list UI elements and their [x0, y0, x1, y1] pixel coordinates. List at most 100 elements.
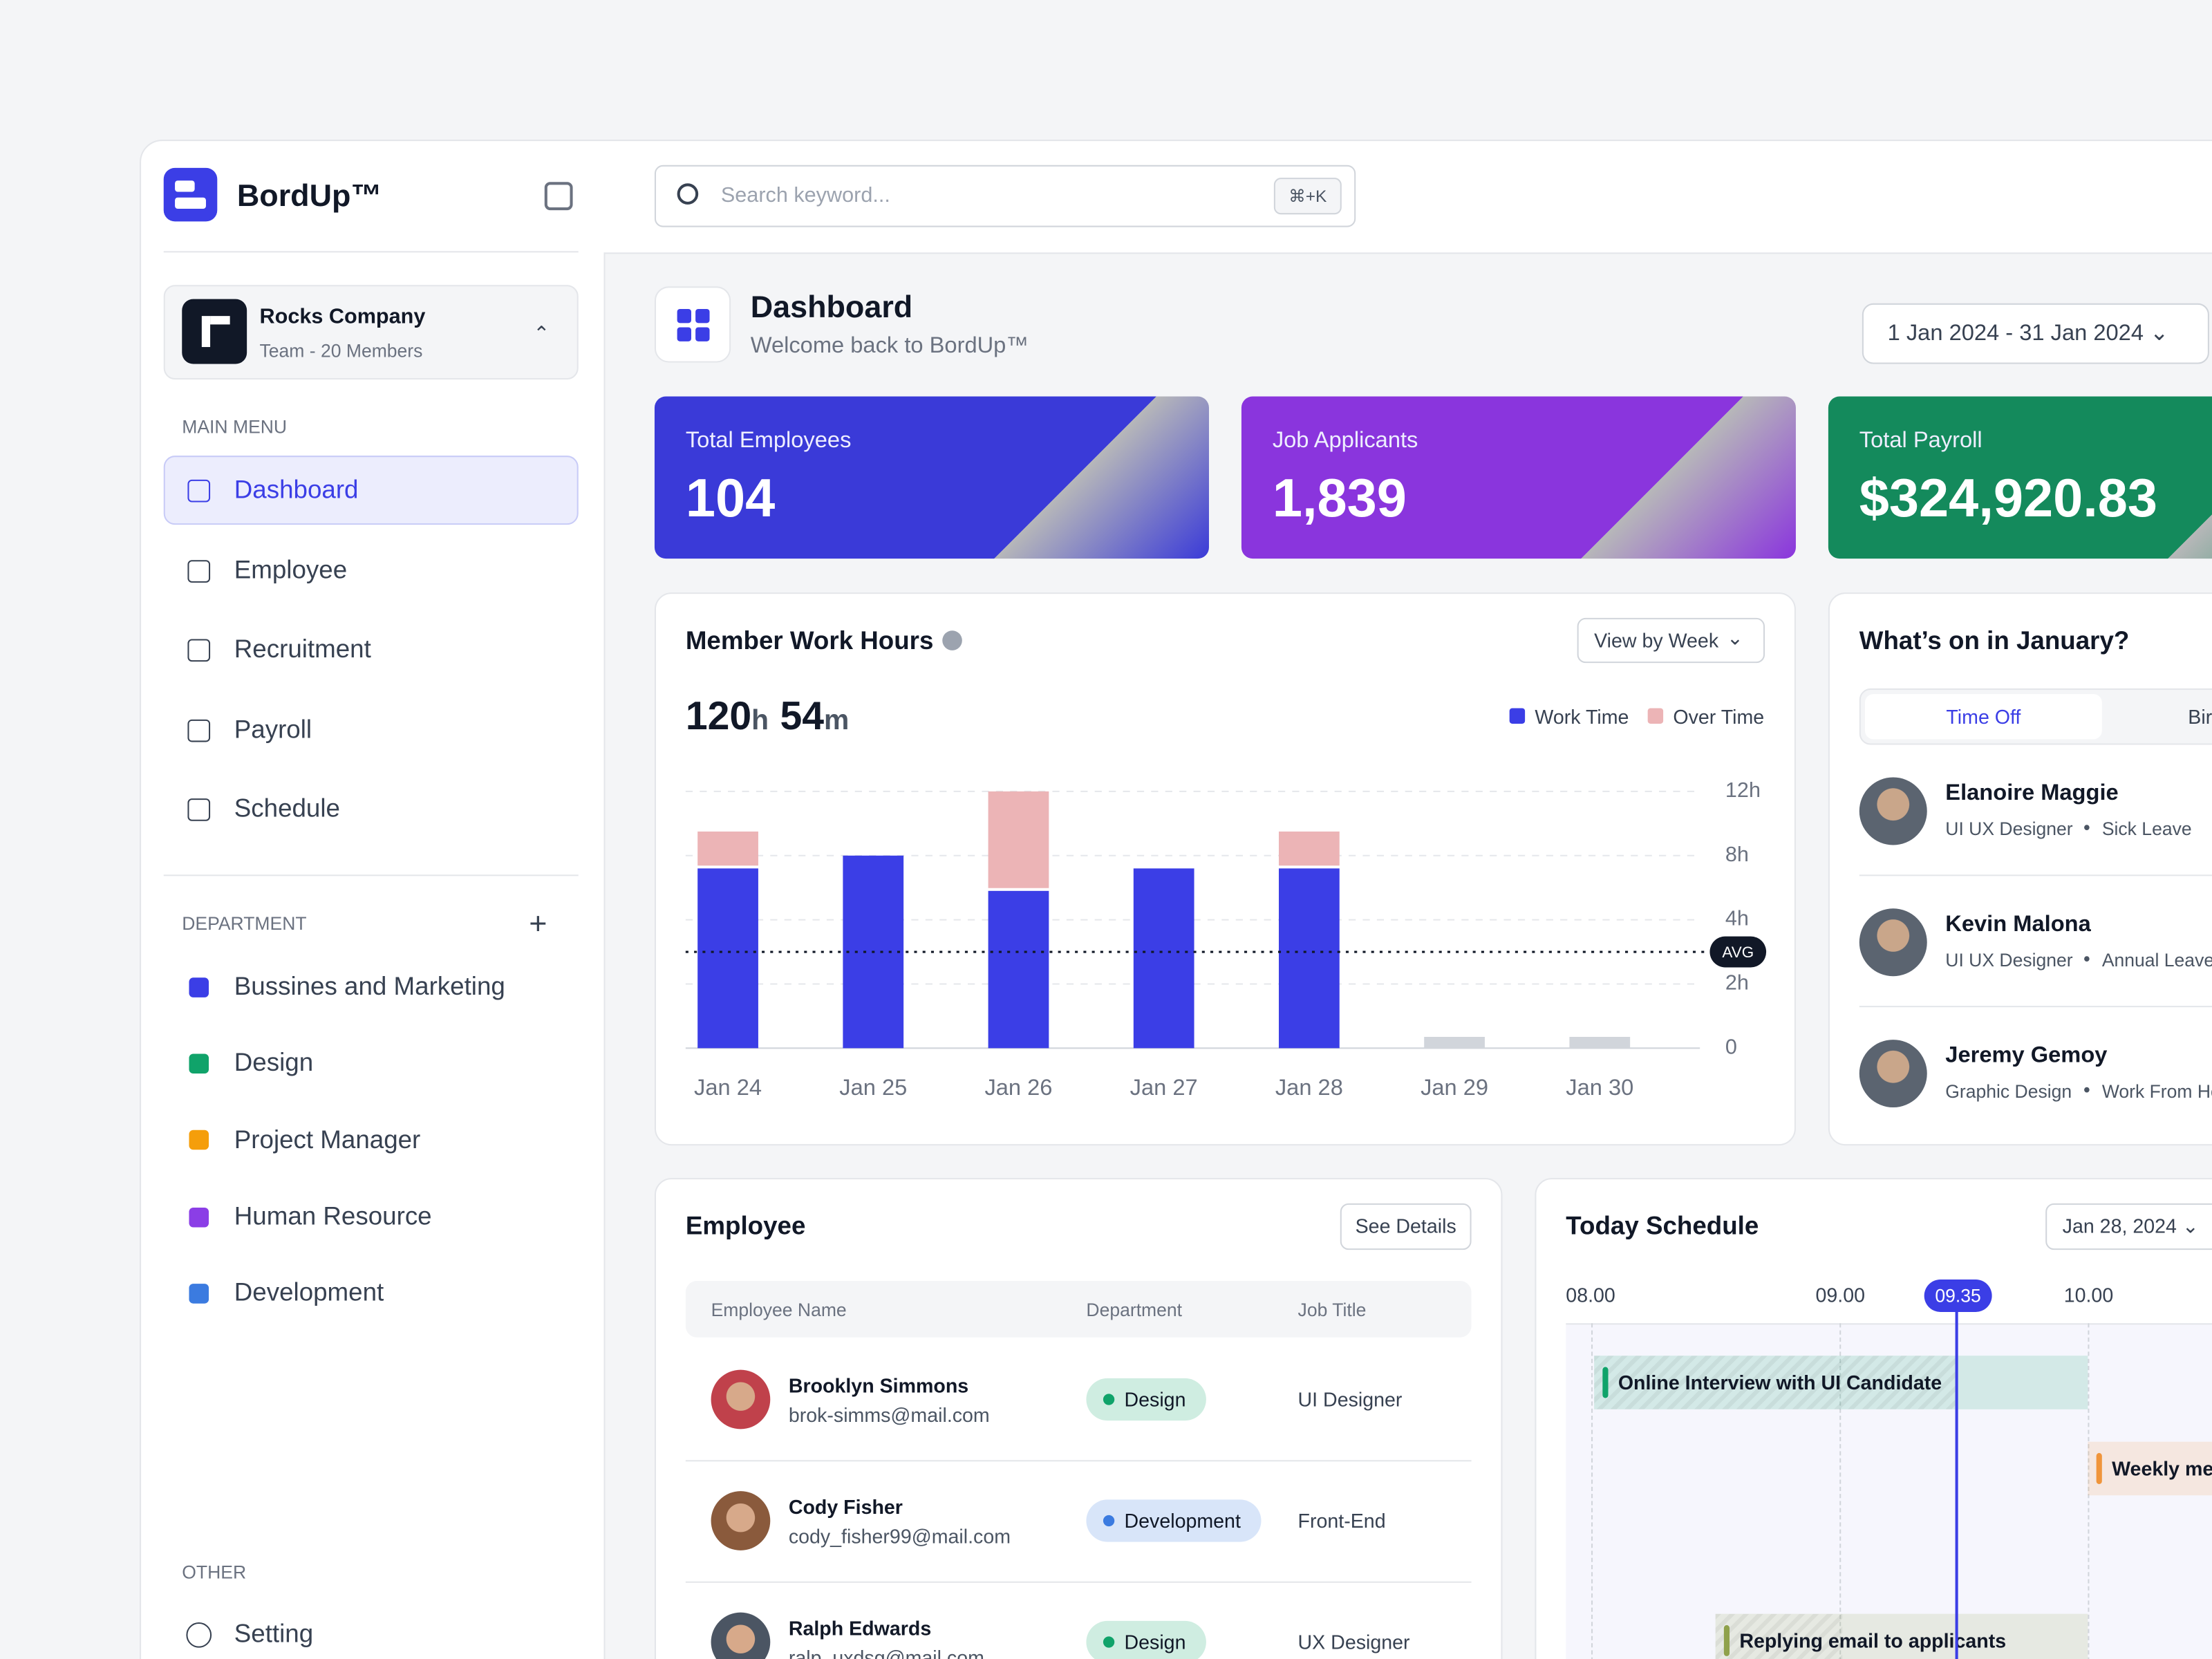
department-dot [189, 1283, 209, 1304]
collapse-icon[interactable] [544, 182, 573, 211]
menu-item[interactable]: Payroll [234, 715, 312, 744]
logo-mark [175, 180, 195, 192]
job-title: Front-End [1297, 1508, 1386, 1532]
schedule-item[interactable]: Replying email to applicants [1715, 1613, 2088, 1659]
stat-value: $324,920.83 [1859, 469, 2158, 529]
menu-icon [187, 798, 211, 821]
person-name: Elanoire Maggie [1945, 782, 2119, 807]
total-number: 120 [685, 694, 752, 738]
card-title: Employee [685, 1212, 806, 1241]
empty-bar [1569, 1037, 1631, 1049]
stat-value: 1,839 [1272, 469, 1407, 529]
divider [163, 874, 579, 877]
department-pill: Design [1086, 1378, 1206, 1421]
menu-item[interactable]: Employee [234, 556, 348, 585]
pill-dot [1103, 1394, 1115, 1405]
menu-item[interactable]: Setting [234, 1620, 314, 1649]
events-title: What’s on in January? [1859, 626, 2130, 655]
total-unit: h [751, 705, 769, 737]
date-dropdown[interactable]: Jan 28, 2024 ⌄ [2045, 1203, 2212, 1250]
department-item[interactable]: Bussines and Marketing [234, 972, 505, 1001]
dot: • [2083, 948, 2090, 970]
bar [988, 791, 1049, 888]
legend-swatch [1647, 708, 1664, 724]
page-icon-cell [695, 327, 710, 341]
menu-item[interactable]: Recruitment [234, 635, 371, 664]
page-icon [654, 286, 731, 363]
legend-swatch [1509, 708, 1526, 724]
person-name: Kevin Malona [1945, 913, 2091, 937]
employee-email: cody_fisher99@mail.com [788, 1524, 1011, 1547]
avg-badge [1709, 936, 1767, 968]
avatar [1859, 777, 1927, 845]
chevron: ⌃ [533, 321, 550, 344]
logo-mark [175, 197, 206, 209]
chart-title: Member Work Hours [685, 626, 934, 655]
department-pill: Development [1086, 1499, 1261, 1542]
stat-label: Total Payroll [1859, 429, 1983, 453]
department-item[interactable]: Design [234, 1049, 314, 1077]
now-badge: 09.35 [1924, 1280, 1992, 1312]
divider [1859, 874, 2212, 877]
details-button[interactable]: See Details [1340, 1203, 1472, 1250]
person-role: Graphic Design [1945, 1080, 2072, 1103]
tab[interactable]: Time Off [1946, 705, 2021, 729]
page-icon-cell [695, 308, 710, 324]
row-divider [685, 1460, 1472, 1462]
company-logo-mark [210, 316, 230, 325]
card-title: Today Schedule [1566, 1212, 1759, 1241]
section-label: DEPARTMENT [182, 912, 307, 935]
department-item[interactable]: Development [234, 1277, 384, 1306]
company-logo [182, 299, 247, 364]
menu-icon [187, 639, 211, 662]
time-guide [1591, 1323, 1593, 1659]
section-label: MAIN MENU [182, 416, 288, 438]
schedule-item[interactable]: Online Interview with UI Candidate [1594, 1356, 2088, 1409]
x-tick-label: Jan 29 [1421, 1074, 1488, 1100]
department-item[interactable]: Human Resource [234, 1201, 432, 1230]
time-label: 10.00 [2063, 1283, 2114, 1306]
x-tick-label: Jan 24 [694, 1074, 762, 1100]
section-label: OTHER [182, 1562, 247, 1584]
bar [1279, 868, 1340, 1049]
view-button[interactable]: View by Week [1577, 617, 1765, 664]
bar [988, 890, 1049, 1049]
bar [1133, 868, 1194, 1049]
avatar [1859, 1040, 1927, 1108]
menu-icon [187, 560, 211, 583]
y-tick-label: 4h [1725, 907, 1749, 930]
menu-item[interactable]: Schedule [234, 794, 340, 823]
column-header: Department [1086, 1299, 1183, 1321]
total-number: 54 [780, 694, 825, 738]
dot: • [2083, 817, 2090, 838]
item-title: Weekly meeting [2112, 1457, 2212, 1480]
search-placeholder: Search keyword... [720, 183, 890, 207]
item-bar [1723, 1625, 1730, 1656]
employee-email: brok-simms@mail.com [788, 1403, 990, 1426]
employee-name: Cody Fisher [788, 1494, 903, 1518]
y-tick-label: 12h [1725, 778, 1761, 802]
tab[interactable]: Birthday [2188, 705, 2212, 729]
y-tick-label: 2h [1725, 971, 1749, 995]
hatch [1715, 1613, 1843, 1659]
brand: BordUp™ [236, 177, 382, 213]
y-tick-label: 0 [1725, 1035, 1737, 1058]
schedule-item[interactable]: Weekly meeting [2088, 1441, 2212, 1496]
employee-email: ralp_uxdsg@mail.com [788, 1645, 984, 1659]
item-bar [1602, 1367, 1609, 1398]
avatar [1859, 908, 1927, 977]
y-tick-label: 8h [1725, 843, 1749, 866]
menu-item[interactable]: Dashboard [234, 476, 359, 504]
page-icon-cell [677, 308, 691, 324]
company-logo-mark [201, 316, 211, 348]
stat-card [654, 396, 1209, 559]
department-item[interactable]: Project Manager [234, 1125, 421, 1154]
department-pill: Design [1086, 1620, 1206, 1659]
search-box[interactable] [654, 165, 1356, 227]
job-title: UI Designer [1297, 1387, 1403, 1410]
pill-dot [1103, 1636, 1115, 1648]
date-range[interactable]: 1 Jan 2024 - 31 Jan 2024 ⌄ [1862, 303, 2209, 364]
menu-active [163, 456, 579, 525]
pill-dot [1103, 1515, 1115, 1527]
